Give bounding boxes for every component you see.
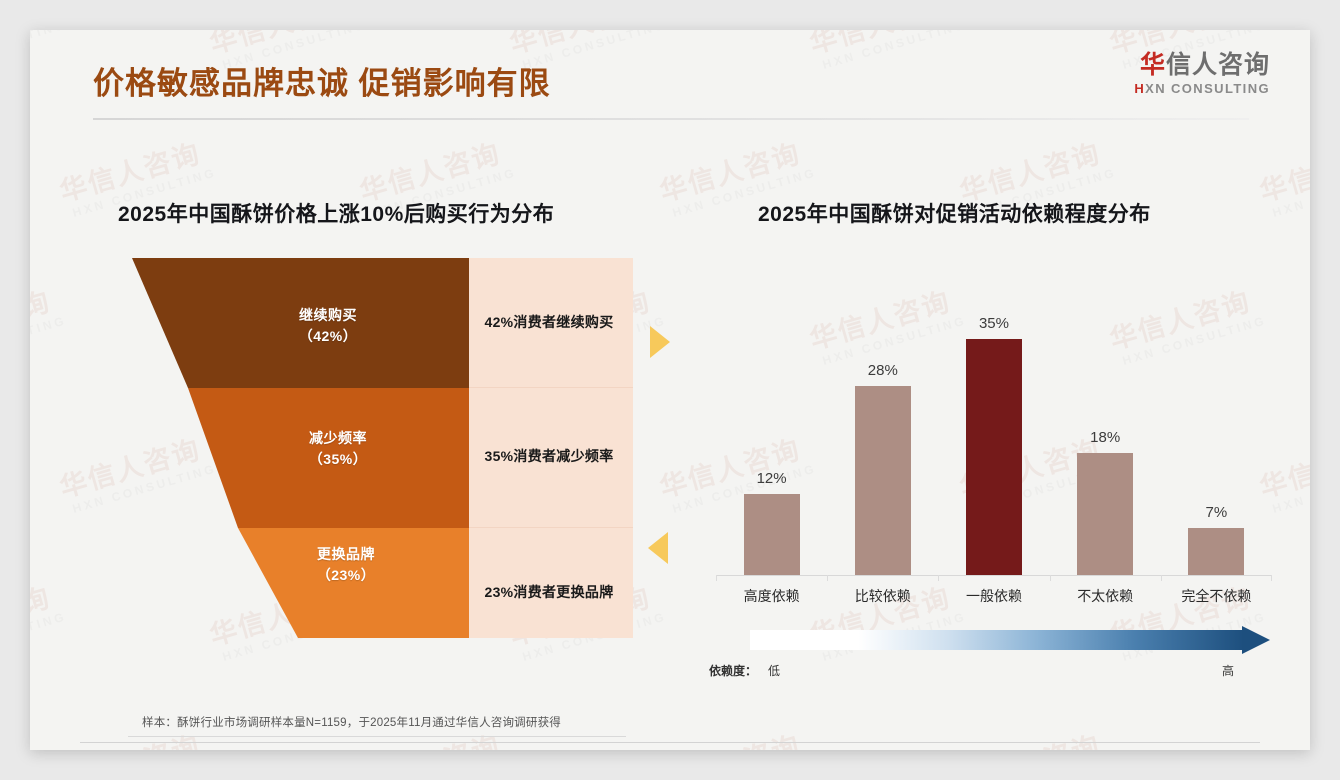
funnel-annotation-band bbox=[465, 258, 633, 388]
right-chart-title: 2025年中国酥饼对促销活动依赖程度分布 bbox=[758, 203, 1151, 226]
axis-tick bbox=[1271, 575, 1272, 581]
header-divider bbox=[93, 118, 1249, 120]
axis-tick bbox=[1160, 575, 1162, 581]
funnel-label-0: 继续购买 （42%） bbox=[238, 305, 418, 347]
bar-column: 18% bbox=[1050, 275, 1161, 575]
bar-rect bbox=[965, 339, 1022, 575]
funnel-label-1: 减少频率 （35%） bbox=[248, 428, 428, 470]
bar-chart-axis bbox=[716, 575, 1272, 581]
bar-column: 12% bbox=[716, 275, 827, 575]
funnel-annotation-1: 35%消费者减少频率 bbox=[484, 448, 614, 464]
bar-value-label: 18% bbox=[1090, 429, 1121, 446]
bar-value-label: 28% bbox=[867, 362, 898, 379]
footer-divider bbox=[80, 742, 1260, 743]
bar-category-label: 完全不依赖 bbox=[1181, 588, 1252, 604]
funnel-shape bbox=[132, 258, 469, 638]
axis-tick bbox=[716, 575, 717, 581]
funnel-label-2-value: （23%） bbox=[316, 567, 376, 583]
bar-category-label: 不太依赖 bbox=[1077, 588, 1134, 604]
source-note: 样本：酥饼行业市场调研样本量N=1159，于2025年11月通过华信人咨询调研获… bbox=[142, 717, 561, 729]
bar-category-label: 一般依赖 bbox=[966, 588, 1022, 604]
left-chart-title: 2025年中国酥饼价格上涨10%后购买行为分布 bbox=[118, 203, 555, 226]
dependency-gradient-legend bbox=[750, 626, 1270, 654]
legend-low-label: 低 bbox=[768, 664, 781, 678]
funnel-chart: 42%消费者继续购买 35%消费者减少频率 23%消费者更换品牌 继续购买 （4… bbox=[128, 258, 633, 638]
bar-column: 35% bbox=[938, 275, 1049, 575]
funnel-annotation-2: 23%消费者更换品牌 bbox=[484, 584, 614, 600]
bar-value-label: 35% bbox=[978, 315, 1009, 332]
bar-category-label: 比较依赖 bbox=[854, 588, 911, 604]
slide-header: 价格敏感品牌忠诚 促销影响有限 华信人咨询 HXN CONSULTING bbox=[30, 30, 1310, 122]
bar-column: 28% bbox=[827, 275, 938, 575]
bar-rect bbox=[1077, 453, 1134, 575]
funnel-label-1-value: （35%） bbox=[308, 451, 368, 467]
legend-high-label: 高 bbox=[1222, 664, 1235, 678]
funnel-annotation-panel: 42%消费者继续购买 35%消费者减少频率 23%消费者更换品牌 bbox=[465, 258, 633, 638]
legend-caption: 依赖度： bbox=[709, 664, 758, 678]
axis-tick bbox=[827, 575, 829, 581]
source-divider bbox=[128, 736, 626, 737]
gradient-bar bbox=[750, 630, 1244, 650]
logo-chinese: 华信人咨询 bbox=[1134, 52, 1270, 78]
funnel-annotation-0: 42%消费者继续购买 bbox=[484, 314, 614, 330]
page-title: 价格敏感品牌忠诚 促销影响有限 bbox=[93, 66, 551, 101]
logo-chinese-rest: 信人咨询 bbox=[1165, 51, 1270, 79]
funnel-label-1-name: 减少频率 bbox=[309, 430, 367, 446]
axis-tick bbox=[1049, 575, 1051, 581]
bar-value-label: 12% bbox=[756, 470, 787, 487]
funnel-label-0-name: 继续购买 bbox=[299, 307, 357, 323]
logo-english: HXN CONSULTING bbox=[1134, 81, 1270, 96]
gradient-arrow-icon bbox=[1242, 626, 1270, 654]
bar-rect bbox=[743, 494, 800, 575]
dependency-bar-chart: 12% 28% 35% 18% 7% bbox=[716, 275, 1272, 575]
logo-english-accent: H bbox=[1134, 81, 1146, 97]
funnel-segment-1 bbox=[188, 388, 469, 528]
bar-category-label: 高度依赖 bbox=[743, 588, 800, 604]
bar-value-label: 7% bbox=[1205, 504, 1228, 521]
bar-column: 7% bbox=[1161, 275, 1272, 575]
axis-tick bbox=[938, 575, 940, 581]
logo-english-rest: XN CONSULTING bbox=[1145, 81, 1270, 97]
funnel-label-2: 更换品牌 （23%） bbox=[256, 544, 436, 586]
funnel-segment-0 bbox=[132, 258, 469, 388]
funnel-label-0-value: （42%） bbox=[298, 328, 358, 344]
play-right-icon bbox=[650, 326, 670, 358]
funnel-label-2-name: 更换品牌 bbox=[317, 546, 375, 562]
funnel-segment-2 bbox=[238, 528, 469, 638]
funnel-annotation-band bbox=[465, 388, 633, 528]
play-left-icon bbox=[648, 532, 668, 564]
logo-chinese-accent: 华 bbox=[1139, 51, 1166, 79]
bar-rect bbox=[854, 386, 911, 575]
bar-rect bbox=[1188, 528, 1245, 575]
company-logo: 华信人咨询 HXN CONSULTING bbox=[1134, 52, 1270, 96]
